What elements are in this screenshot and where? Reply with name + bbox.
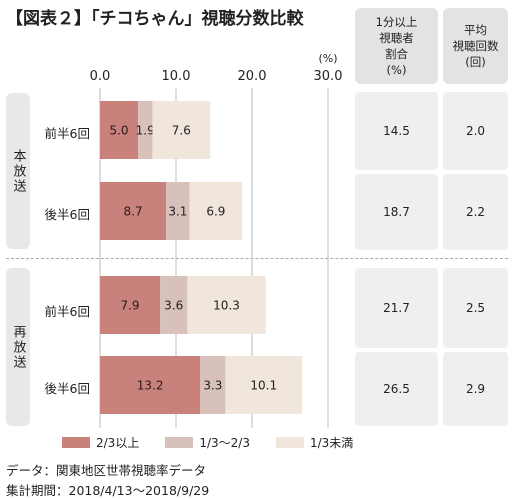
x-tick-label: 30.0: [314, 69, 343, 84]
chart-title: 【図表２】「チコちゃん」視聴分数比較: [6, 9, 304, 29]
bar-segment: [187, 276, 266, 334]
legend-swatch: [165, 437, 194, 448]
group-label-text: 再放送: [10, 324, 26, 370]
share-cell: 26.5: [355, 352, 438, 426]
bar-value-label: 5.0: [109, 124, 128, 138]
legend-item: 1/3〜2/3: [165, 434, 250, 451]
avg-cell: 2.5: [443, 268, 508, 348]
bar-value-label: 7.9: [120, 299, 139, 313]
unit-label: (%): [318, 52, 337, 65]
x-tick-label: 10.0: [162, 69, 191, 84]
bar-segment: [166, 182, 190, 240]
avg-cell: 2.2: [443, 174, 508, 250]
bar-value-label: 3.6: [164, 299, 183, 313]
bar-segment: [100, 276, 161, 334]
group-label-rerun: 再放送: [6, 268, 30, 426]
bar-segment: [189, 182, 243, 240]
share-cell: 14.5: [355, 92, 438, 170]
row-label: 後半6回: [44, 381, 90, 396]
group-label-text: 本放送: [10, 148, 26, 194]
bar-segment: [138, 101, 153, 159]
group-label-main: 本放送: [6, 93, 30, 249]
bar-segment: [100, 101, 138, 159]
share-header-line: 視聴者: [379, 31, 414, 45]
row-label: 後半6回: [44, 207, 90, 222]
legend-item: 2/3以上: [62, 434, 139, 451]
avg-header-line: (回): [465, 55, 486, 69]
bar-value-label: 7.6: [172, 124, 191, 138]
share-header-line: 割合: [385, 47, 408, 61]
x-tick-label: 20.0: [238, 69, 267, 84]
share-column-header: 1分以上 視聴者 割合 (%): [355, 8, 438, 84]
legend-item: 1/3未満: [275, 434, 354, 451]
bar-value-label: 3.3: [203, 379, 222, 393]
share-cell: 18.7: [355, 174, 438, 250]
bar-segment: [100, 182, 167, 240]
legend-label: 1/3〜2/3: [199, 436, 250, 450]
bar-value-label: 3.1: [168, 205, 187, 219]
bar-value-label: 10.3: [213, 299, 240, 313]
row-label: 前半6回: [44, 126, 90, 141]
bar-segment: [152, 101, 211, 159]
share-header-line: (%): [386, 63, 407, 77]
avg-cell: 2.0: [443, 92, 508, 170]
share-header-line: 1分以上: [375, 15, 418, 29]
bar-value-label: 1.9: [136, 124, 155, 138]
bar-value-label: 13.2: [137, 379, 164, 393]
avg-header-line: 視聴回数: [452, 39, 499, 53]
avg-header-line: 平均: [464, 23, 487, 37]
data-source-note: データ：関東地区世帯視聴率データ: [6, 463, 207, 478]
bar-segment: [200, 356, 226, 414]
row-label: 前半6回: [44, 304, 90, 319]
x-tick-label: 0.0: [90, 69, 111, 84]
avg-cell: 2.9: [443, 352, 508, 426]
bar-segment: [100, 356, 201, 414]
bar-value-label: 8.7: [124, 205, 143, 219]
legend-label: 1/3未満: [309, 436, 354, 450]
share-cell: 21.7: [355, 268, 438, 348]
legend: 2/3以上 1/3〜2/3 1/3未満: [62, 434, 379, 451]
bar-segment: [160, 276, 188, 334]
avg-column-header: 平均 視聴回数 (回): [443, 8, 508, 84]
group-divider: [6, 258, 508, 259]
period-note: 集計期間：2018/4/13〜2018/9/29: [6, 483, 210, 498]
bar-value-label: 6.9: [206, 205, 225, 219]
bar-segment: [225, 356, 303, 414]
bar-value-label: 10.1: [250, 379, 277, 393]
legend-swatch: [275, 437, 304, 448]
legend-swatch: [62, 437, 90, 448]
legend-label: 2/3以上: [96, 436, 140, 450]
